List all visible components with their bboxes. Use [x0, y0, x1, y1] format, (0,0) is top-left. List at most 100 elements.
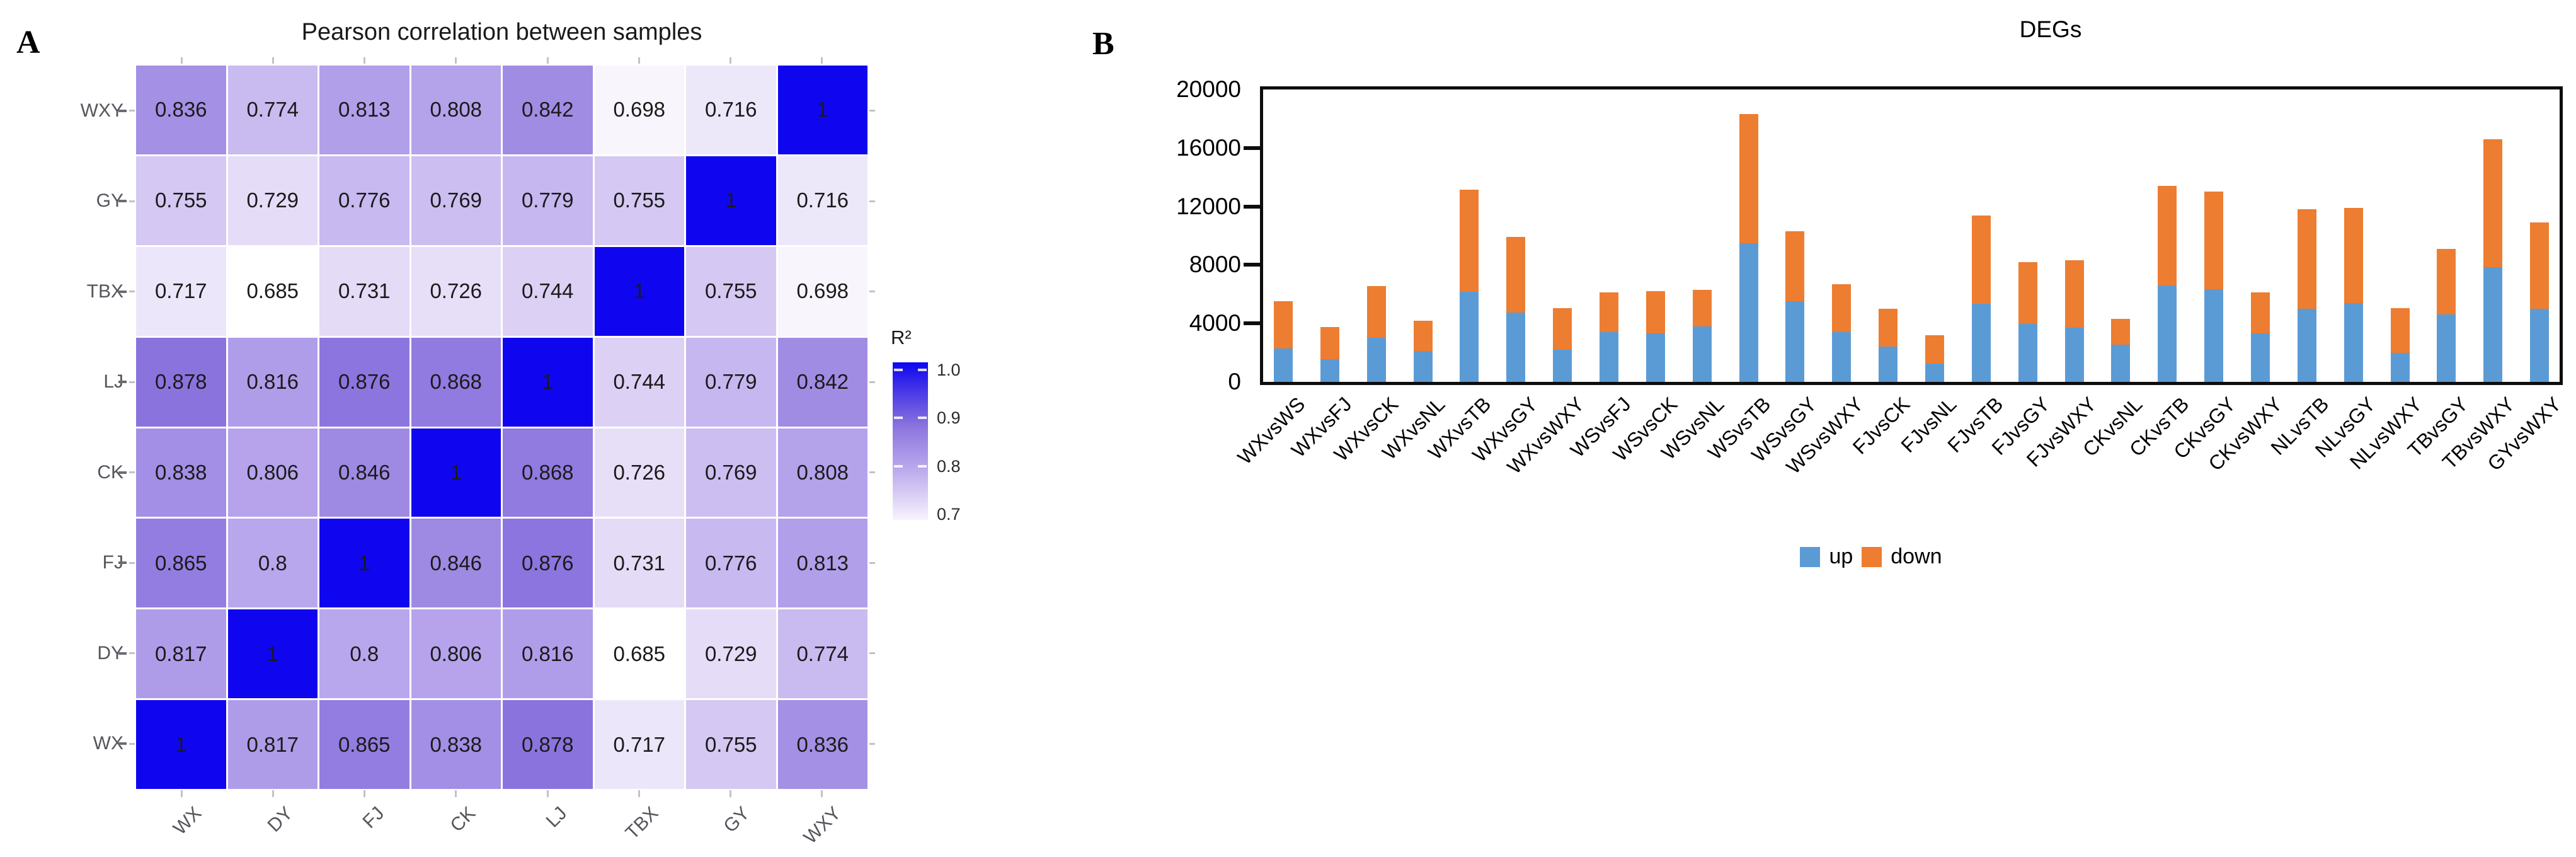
- heatmap-tick: [118, 109, 127, 112]
- heatmap-tick: [118, 381, 127, 384]
- bar-up-segment: [2483, 267, 2503, 382]
- heatmap-tick: [869, 471, 875, 474]
- heatmap-cell: 0.865: [319, 700, 409, 789]
- heatmap-cell: 0.726: [594, 428, 684, 517]
- heatmap-row-label: GY: [96, 190, 123, 212]
- heatmap-tick: [820, 57, 823, 64]
- heatmap-cell: 0.846: [411, 519, 501, 608]
- heatmap-cell: 0.717: [136, 246, 226, 336]
- bar-up-segment: [2390, 352, 2410, 382]
- bar-down-segment: [1460, 189, 1479, 292]
- bar-chart-plot-area: [1260, 86, 2563, 385]
- bar-down-segment: [1553, 308, 1572, 350]
- heatmap-cell: 0.836: [777, 700, 867, 789]
- bar-down-segment: [2297, 209, 2316, 309]
- bar-up-segment: [2111, 344, 2131, 382]
- colorbar-tick-dash: [918, 417, 927, 420]
- heatmap-cell: 0.876: [503, 519, 593, 608]
- heatmap-tick: [638, 790, 640, 797]
- heatmap-tick: [364, 57, 366, 64]
- heatmap-tick: [869, 381, 875, 383]
- heatmap-cell: 0.813: [777, 519, 867, 608]
- y-axis-tick-label: 8000: [1189, 251, 1241, 278]
- heatmap-cell: 0.876: [319, 337, 409, 427]
- bar-down-segment: [1879, 309, 1898, 347]
- bar-up-segment: [1832, 332, 1852, 382]
- heatmap-cell: 0.878: [503, 700, 593, 789]
- bar-down-segment: [1320, 327, 1339, 360]
- y-axis-tick-mark: [1244, 263, 1260, 267]
- heatmap-tick: [729, 57, 731, 64]
- bar-down-segment: [2204, 192, 2224, 289]
- heatmap-tick: [455, 790, 457, 797]
- bar-down-segment: [1506, 237, 1526, 313]
- heatmap-cell: 0.774: [777, 609, 867, 699]
- bar-up-segment: [2344, 302, 2363, 382]
- heatmap-cell: 0.808: [411, 66, 501, 154]
- bar-down-segment: [2483, 139, 2503, 267]
- bar-down-segment: [2111, 319, 2131, 345]
- bar-up-segment: [1646, 333, 1665, 382]
- colorbar-title: R²: [891, 326, 912, 348]
- colorbar-tick-label: 0.7: [937, 505, 961, 524]
- heatmap-cell: 1: [686, 156, 776, 245]
- heatmap-row-label: WXY: [80, 100, 123, 121]
- heatmap-tick: [869, 561, 875, 564]
- heatmap-cell: 0.806: [227, 428, 318, 517]
- heatmap-cell: 0.698: [777, 246, 867, 336]
- heatmap-cell: 1: [503, 337, 593, 427]
- bar-down-segment: [1273, 301, 1293, 348]
- heatmap-tick: [129, 290, 135, 293]
- legend-up-label: up: [1829, 544, 1853, 568]
- bar-up-segment: [1553, 349, 1572, 382]
- heatmap-cell: 0.716: [686, 66, 776, 154]
- heatmap-cell: 0.744: [503, 246, 593, 336]
- heatmap-col-label: DY: [263, 803, 297, 836]
- correlation-heatmap: 0.836 0.774 0.813 0.808 0.842 0.698 0.716 1 0.75…: [136, 66, 867, 789]
- bar-up-segment: [2530, 309, 2550, 382]
- heatmap-tick: [820, 790, 823, 797]
- heatmap-cell: 0.838: [411, 700, 501, 789]
- legend-up-swatch: [1800, 546, 1821, 567]
- heatmap-cell: 0.729: [227, 156, 318, 245]
- heatmap-tick: [272, 57, 275, 64]
- heatmap-cell: 0.842: [777, 337, 867, 427]
- heatmap-tick: [455, 57, 457, 64]
- heatmap-cell: 0.806: [411, 609, 501, 699]
- heatmap-tick: [129, 561, 135, 564]
- heatmap-col-label: TBX: [621, 803, 663, 844]
- bar-up-segment: [1506, 312, 1526, 382]
- panel-b-letter: B: [1092, 26, 1114, 62]
- heatmap-tick: [869, 110, 875, 112]
- y-axis-tick-label: 12000: [1176, 193, 1241, 219]
- bar-down-segment: [2530, 222, 2550, 309]
- heatmap-cell: 0.817: [136, 609, 226, 699]
- bar-chart-legend: up down: [1714, 544, 2029, 569]
- heatmap-cell: 0.868: [411, 337, 501, 427]
- bar-up-segment: [1692, 326, 1712, 382]
- y-axis-tick-label: 20000: [1176, 76, 1241, 102]
- heatmap-cell: 0.717: [594, 700, 684, 789]
- heatmap-tick: [181, 790, 183, 797]
- heatmap-tick: [181, 57, 183, 64]
- heatmap-cell: 0.865: [136, 519, 226, 608]
- bar-up-segment: [1971, 303, 1991, 382]
- colorbar-tick-dash: [894, 464, 903, 468]
- bar-down-segment: [1366, 286, 1386, 338]
- y-axis-tick-label: 0: [1228, 369, 1241, 394]
- heatmap-tick: [546, 57, 549, 64]
- heatmap-cell: 0.731: [319, 246, 409, 336]
- heatmap-cell: 0.744: [594, 337, 684, 427]
- bar-down-segment: [1971, 215, 1991, 304]
- heatmap-row-labels: WXY GY TBX LJ CK FJ DY WX: [0, 66, 123, 789]
- heatmap-tick: [869, 742, 875, 745]
- bar-up-segment: [2250, 333, 2270, 382]
- legend-down-label: down: [1891, 544, 1942, 568]
- bar-down-segment: [1692, 289, 1712, 326]
- bar-down-segment: [1785, 231, 1805, 302]
- heatmap-cell: 0.816: [227, 337, 318, 427]
- bar-up-segment: [1739, 243, 1758, 382]
- bar-down-segment: [2390, 308, 2410, 353]
- bar-chart-title: DEGs: [2019, 16, 2082, 42]
